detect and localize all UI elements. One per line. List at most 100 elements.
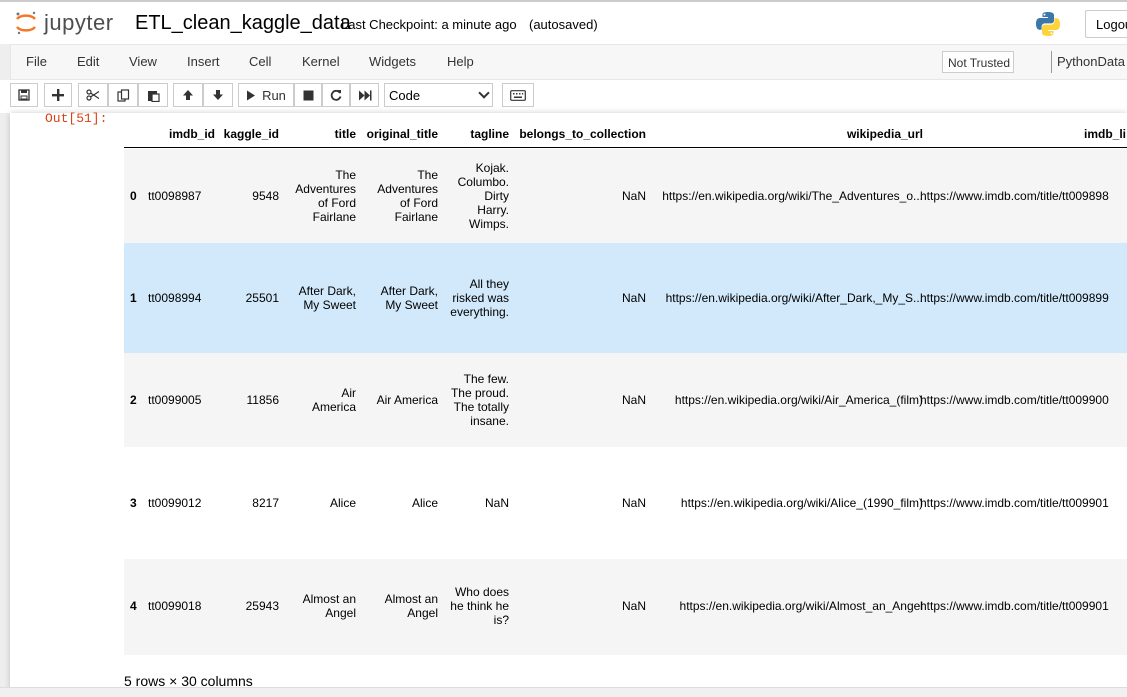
cell-original-title: Almost an Angel [384,592,438,620]
cell-original-title: Alice [411,496,438,510]
column-header-imdb-link: imdb_li [1083,127,1126,141]
cell-imdb-id: tt0098994 [148,291,202,305]
python-logo-icon [1036,12,1060,36]
menu-view[interactable]: View [129,54,157,69]
cell-title: Alice [329,496,356,510]
command-palette-button[interactable] [502,83,534,107]
menubar: File Edit View Insert Cell Kernel Widget… [10,44,1127,80]
cell-imdb-id: tt0099005 [148,393,202,407]
copy-button[interactable] [108,83,138,107]
cell-type-select[interactable]: Code [384,83,493,107]
cell-wikipedia-url: https://en.wikipedia.org/wiki/Air_Americ… [674,393,923,407]
cell-imdb-id: tt0099012 [148,496,202,510]
horizontal-scrollbar[interactable] [0,687,1127,697]
cell-tagline: All they risked was everything. [450,277,509,319]
cell-tagline: Kojak. Columbo. Dirty Harry. Wimps. [457,161,509,231]
cell-original-title: The Adventures of Ford Fairlane [377,168,438,224]
row-index: 4 [130,599,137,613]
save-button[interactable] [10,83,38,107]
toolbar: Run Code [0,80,1127,113]
menu-help[interactable]: Help [447,54,474,69]
checkpoint-status: Last Checkpoint: a minute ago [341,17,517,32]
cell-imdb-link: https://www.imdb.com/title/tt009901 [920,599,1109,613]
move-up-button[interactable] [173,83,203,107]
column-header-wikipedia-url: wikipedia_url [846,127,923,141]
cell-imdb-link: https://www.imdb.com/title/tt009901 [920,496,1109,510]
column-header-original-title: original_title [366,127,438,141]
kernel-name-indicator: PythonData [1051,51,1125,73]
cell-kaggle-id: 25501 [245,291,279,305]
cell-original-title: After Dark, My Sweet [380,284,438,312]
autosave-status: (autosaved) [529,17,598,32]
chevron-down-icon [478,87,490,99]
jupyter-logo-text: jupyter [44,10,114,35]
column-header-title: title [334,127,356,141]
cell-kaggle-id: 8217 [252,496,279,510]
cell-original-title: Air America [376,393,438,407]
notebook-header: jupyter ETL_clean_kaggle_data Last Check… [0,0,1127,44]
run-button[interactable]: Run [238,83,294,107]
restart-kernel-button[interactable] [322,83,350,107]
stop-icon [303,90,313,100]
header-divider [124,147,1127,148]
menu-widgets[interactable]: Widgets [369,54,416,69]
table-row[interactable]: 1 tt0098994 25501 After Dark, My Sweet A… [124,243,1127,353]
move-down-button[interactable] [203,83,233,107]
fast-forward-icon [358,90,371,100]
cell-imdb-link: https://www.imdb.com/title/tt009898 [920,189,1109,203]
table-row[interactable]: 2 tt0099005 11856 Air America Air Americ… [124,353,1127,447]
table-row[interactable]: 4 tt0099018 25943 Almost an Angel Almost… [124,559,1127,655]
menu-file[interactable]: File [26,54,47,69]
cell-belongs-to-collection: NaN [621,496,646,510]
plus-icon [52,89,64,101]
cell-kaggle-id: 11856 [246,393,279,407]
table-row[interactable]: 3 tt0099012 8217 Alice Alice NaN NaN htt… [124,447,1127,559]
column-header-imdb-id: imdb_id [168,127,215,141]
row-index: 2 [130,393,137,407]
cell-belongs-to-collection: NaN [621,189,646,203]
menu-edit[interactable]: Edit [77,54,100,69]
table-row[interactable]: 0 tt0098987 9548 The Adventures of Ford … [124,149,1127,243]
output-prompt: Out[51]: [45,111,108,126]
cell-tagline: Who does he think he is? [450,585,509,627]
refresh-icon [330,89,342,101]
row-index: 3 [130,496,137,510]
scissors-icon [86,89,100,101]
insert-cell-button[interactable] [44,83,72,107]
cell-type-value: Code [389,88,421,103]
interrupt-kernel-button[interactable] [294,83,322,107]
arrow-down-icon [213,90,223,100]
menu-insert[interactable]: Insert [187,54,220,69]
row-index: 1 [130,291,137,305]
not-trusted-indicator[interactable]: Not Trusted [942,51,1014,73]
notebook-name[interactable]: ETL_clean_kaggle_data [135,12,351,34]
cell-title: After Dark, My Sweet [298,284,356,312]
column-header-belongs-to-collection: belongs_to_collection [519,127,646,141]
cell-title: The Adventures of Ford Fairlane [295,168,356,224]
menu-kernel[interactable]: Kernel [302,54,340,69]
cell-kaggle-id: 9548 [252,189,279,203]
cell-belongs-to-collection: NaN [621,291,646,305]
paste-icon [147,90,160,102]
jupyter-logo[interactable]: jupyter [14,8,124,38]
save-icon [18,89,30,101]
cell-title: Air America [311,386,356,414]
restart-run-all-button[interactable] [350,83,379,107]
cut-button[interactable] [78,83,108,107]
notebook-area: Out[51]: imdb_id kaggle_id title origina… [0,111,1127,697]
column-header-kaggle-id: kaggle_id [223,127,279,141]
paste-button[interactable] [138,83,168,107]
logout-button[interactable]: Logou [1085,10,1127,38]
cell-wikipedia-url: https://en.wikipedia.org/wiki/After_Dark… [665,291,923,305]
cell-kaggle-id: 25943 [245,599,279,613]
dataframe-shape-footer: 5 rows × 30 columns [124,673,253,689]
cell-imdb-id: tt0099018 [148,599,202,613]
cell-imdb-link: https://www.imdb.com/title/tt009899 [920,291,1109,305]
jupyter-logo-icon [16,11,36,35]
menu-cell[interactable]: Cell [249,54,272,69]
copy-icon [116,88,129,102]
run-button-label: Run [262,87,286,103]
cell-imdb-link: https://www.imdb.com/title/tt009900 [920,393,1109,407]
cell-title: Almost an Angel [302,592,356,620]
